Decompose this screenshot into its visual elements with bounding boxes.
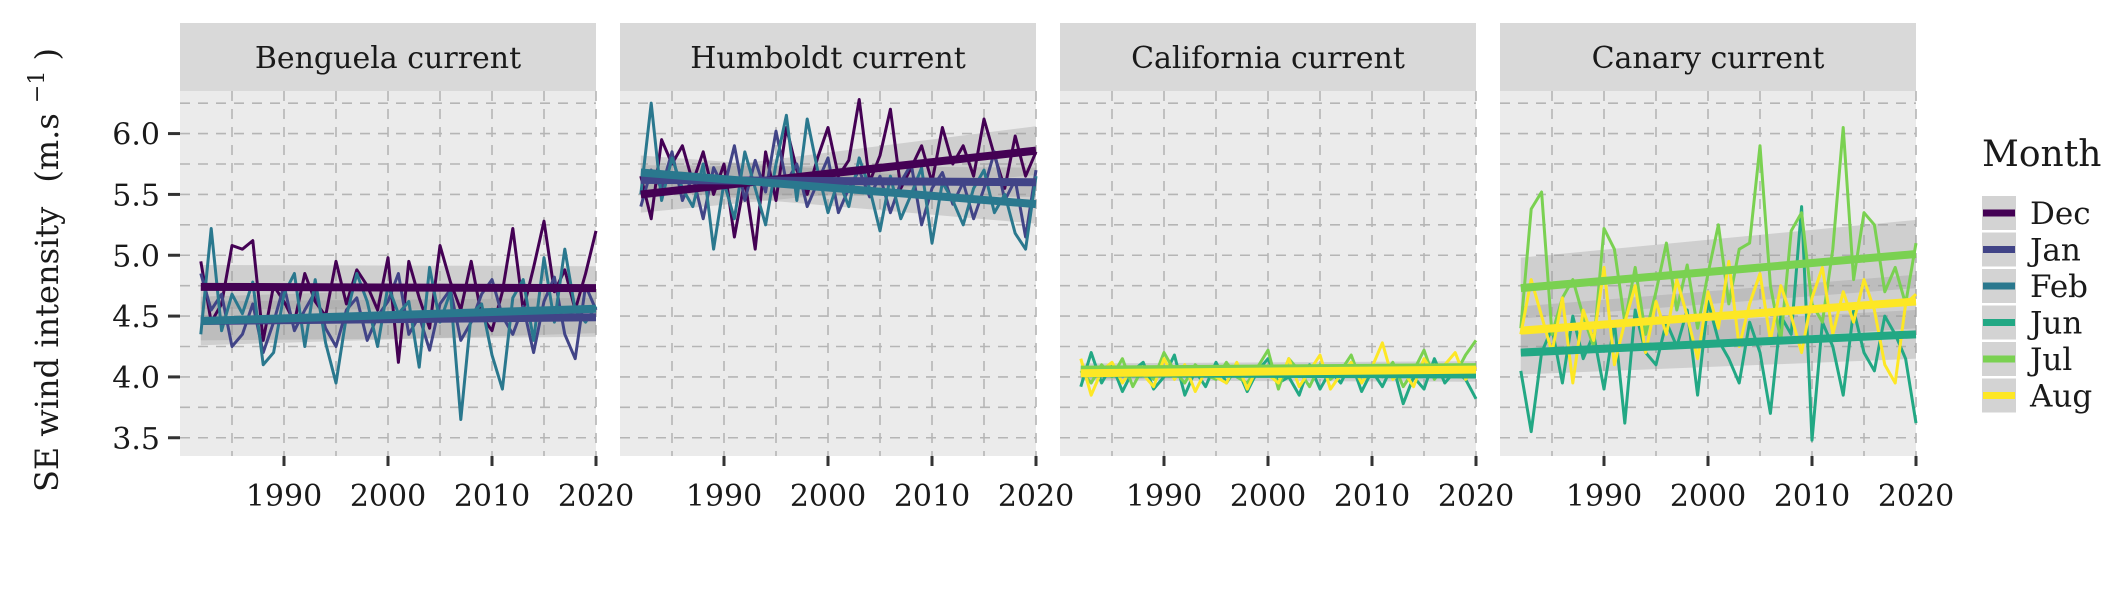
x-axis: 1990 2000 2010 2020 [1126, 456, 1514, 514]
trend-line-feb [640, 168, 1037, 209]
trend-line-jul [1520, 250, 1917, 293]
x-axis: 1990 2000 2010 2020 [1566, 456, 1954, 514]
panel-california-current: California current 1990 2000 2010 2020 [1060, 23, 1514, 514]
y-tick-label: 4.0 [112, 361, 160, 396]
panel-title: California current [1131, 41, 1405, 76]
trend-line-aug [1520, 297, 1917, 335]
panel-strip [180, 23, 596, 91]
panel-benguela-current: Benguela current 1990 2000 2010 2020 [180, 23, 634, 514]
x-tick-label: 2000 [1670, 479, 1746, 514]
panel-grid [180, 91, 597, 456]
trend-line-dec [200, 282, 597, 293]
trend-line-jun [1520, 330, 1917, 357]
legend-entry-aug: Aug [1982, 378, 2092, 415]
x-tick-label: 2020 [558, 479, 634, 514]
panel-title: Canary current [1592, 41, 1825, 76]
legend-entry-feb: Feb [1982, 269, 2088, 305]
legend-label: Jun [2027, 306, 2082, 342]
series-line-aug [1079, 341, 1478, 397]
x-tick-label: 2010 [454, 479, 530, 514]
x-tick-label: 2020 [1438, 479, 1514, 514]
legend-label: Aug [2029, 379, 2092, 415]
y-tick-label: 6.0 [112, 118, 160, 153]
x-tick-label: 1990 [686, 479, 762, 514]
y-axis-title: SE wind intensity (m.s −1 ) [14, 48, 66, 492]
x-tick-label: 2000 [350, 479, 426, 514]
legend-label: Jul [2027, 342, 2072, 378]
trend-line-aug [1080, 365, 1477, 378]
x-tick-label: 2020 [1878, 479, 1954, 514]
legend-title: Month [1982, 134, 2101, 175]
legend-entry-jan: Jan [1982, 232, 2081, 269]
panel-strip [620, 23, 1036, 91]
x-axis: 1990 2000 2010 2020 [686, 456, 1074, 514]
y-tick-label: 5.5 [112, 178, 160, 213]
y-tick-label: 5.0 [112, 239, 160, 274]
panel-grid [1060, 91, 1477, 456]
y-axis-unit-base: (m.s [28, 113, 66, 182]
series-line-aug [1519, 259, 1918, 385]
legend-entry-dec: Dec [1982, 196, 2091, 232]
x-tick-label: 2010 [894, 479, 970, 514]
panel-title: Humboldt current [690, 41, 966, 76]
panel-canary-current: Canary current 1990 2000 2010 2020 [1500, 23, 1954, 514]
legend-label: Jan [2027, 233, 2081, 269]
series-line-jan [199, 272, 598, 361]
y-axis-unit-exp: −1 [25, 71, 50, 103]
x-tick-label: 2000 [790, 479, 866, 514]
legend-label: Feb [2030, 269, 2088, 305]
x-tick-label: 1990 [1566, 479, 1642, 514]
x-tick-label: 2010 [1334, 479, 1410, 514]
panel-humboldt-current: Humboldt current 1990 2000 2010 2020 [620, 23, 1074, 514]
x-tick-label: 2000 [1230, 479, 1306, 514]
trend-line-feb [200, 304, 597, 325]
trend-line-dec [640, 146, 1037, 199]
legend-entry-jul: Jul [1982, 342, 2072, 378]
x-tick-label: 1990 [246, 479, 322, 514]
x-tick-label: 2010 [1774, 479, 1850, 514]
legend-entry-jun: Jun [1982, 305, 2082, 342]
y-tick-label: 4.5 [112, 300, 160, 335]
x-tick-label: 1990 [1126, 479, 1202, 514]
legend-label: Dec [2030, 196, 2091, 232]
x-axis: 1990 2000 2010 2020 [246, 456, 634, 514]
y-axis-title-text: SE wind intensity [28, 207, 66, 492]
x-tick-label: 2020 [998, 479, 1074, 514]
panel-title: Benguela current [255, 41, 521, 76]
panel-strip [1500, 23, 1916, 91]
panel-strip [1060, 23, 1476, 91]
y-tick-label: 3.5 [112, 422, 160, 457]
y-axis: 3.5 4.0 4.5 5.0 5.5 6.0 [112, 118, 180, 457]
y-axis-unit-close: ) [28, 48, 66, 60]
